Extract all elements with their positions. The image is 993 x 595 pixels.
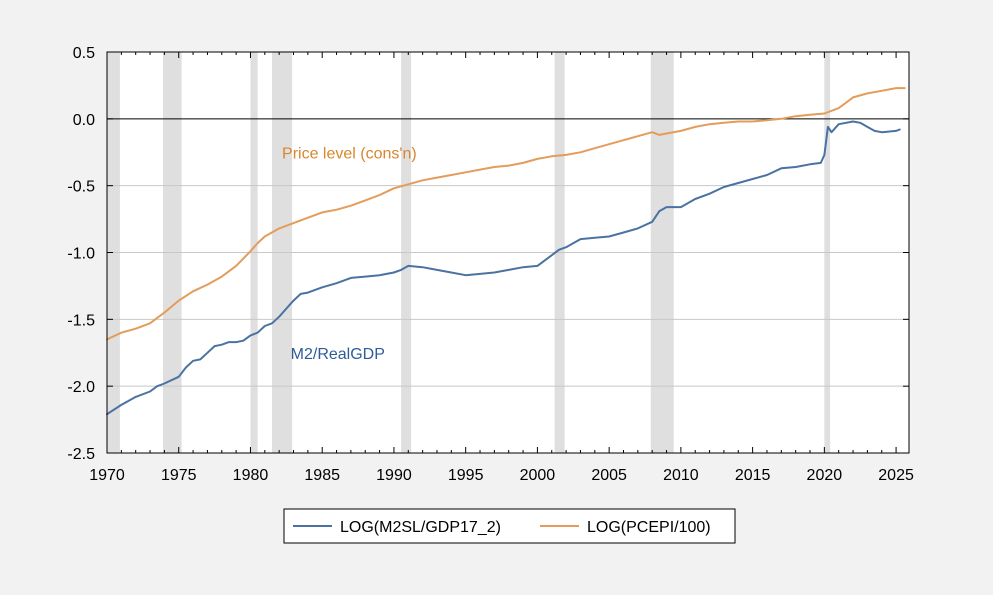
legend-label-0: LOG(M2SL/GDP17_2) bbox=[340, 519, 501, 536]
y-tick-label-5: -2.0 bbox=[67, 379, 95, 396]
y-tick-label-1: 0.0 bbox=[73, 112, 95, 129]
legend: LOG(M2SL/GDP17_2) LOG(PCEPI/100) bbox=[283, 508, 736, 544]
x-tick-label-5: 1995 bbox=[448, 467, 484, 484]
y-tick-label-4: -1.5 bbox=[67, 312, 95, 329]
series-line-0 bbox=[106, 120, 901, 416]
x-tick-label-10: 2020 bbox=[807, 467, 843, 484]
axes: 0.5 0.0 -0.5 -1.0 -1.5 -2.0 -2.5 1970 1975 1980 19… bbox=[67, 45, 914, 484]
annotation-0: Price level (cons'n) bbox=[282, 145, 417, 162]
x-tick-label-0: 1970 bbox=[89, 467, 125, 484]
legend-box bbox=[283, 508, 736, 544]
x-tick-label-7: 2005 bbox=[591, 467, 627, 484]
series-lines bbox=[106, 87, 906, 416]
x-tick-label-1: 1975 bbox=[161, 467, 197, 484]
x-tick-label-4: 1990 bbox=[376, 467, 412, 484]
y-tick-label-0: 0.5 bbox=[73, 45, 95, 62]
x-tick-label-11: 2025 bbox=[878, 467, 914, 484]
annotation-1: M2/RealGDP bbox=[291, 346, 385, 363]
series-line-1 bbox=[106, 87, 906, 341]
annotations: Price level (cons'n) M2/RealGDP bbox=[282, 145, 417, 363]
y-tick-label-6: -2.5 bbox=[67, 446, 95, 463]
legend-label-1: LOG(PCEPI/100) bbox=[587, 519, 711, 536]
y-tick-label-2: -0.5 bbox=[67, 179, 95, 196]
x-tick-label-6: 2000 bbox=[520, 467, 556, 484]
y-tick-label-3: -1.0 bbox=[67, 246, 95, 263]
x-tick-label-2: 1980 bbox=[233, 467, 269, 484]
x-tick-label-9: 2015 bbox=[735, 467, 771, 484]
x-tick-label-3: 1985 bbox=[304, 467, 340, 484]
x-tick-label-8: 2010 bbox=[663, 467, 699, 484]
